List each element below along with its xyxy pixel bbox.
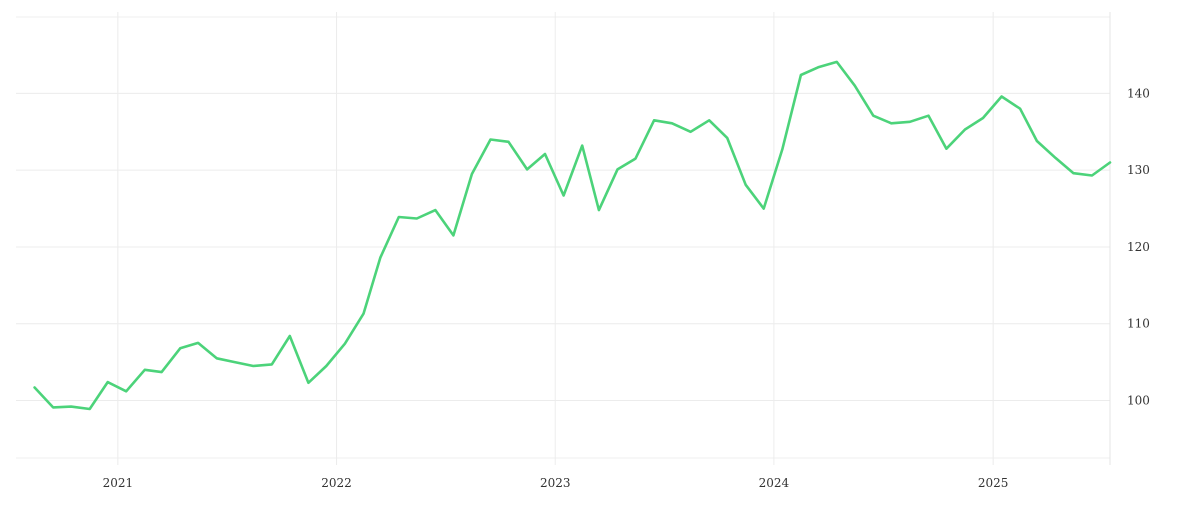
y-tick-label: 110 — [1127, 317, 1150, 331]
x-tick-label: 2025 — [978, 476, 1009, 490]
y-tick-label: 130 — [1127, 163, 1150, 177]
y-tick-label: 120 — [1127, 240, 1150, 254]
x-tick-label: 2023 — [540, 476, 571, 490]
x-tick-label: 2024 — [759, 476, 790, 490]
tick-labels: 100 110 120 130 140 2021 2022 2023 2024 2025 — [103, 86, 1150, 490]
x-tick-label: 2021 — [103, 476, 134, 490]
grid — [16, 12, 1110, 465]
series-layer — [33, 60, 1112, 411]
y-tick-label: 100 — [1127, 394, 1150, 408]
series-line — [33, 60, 1112, 411]
x-tick-label: 2022 — [321, 476, 352, 490]
y-tick-label: 140 — [1127, 86, 1150, 100]
